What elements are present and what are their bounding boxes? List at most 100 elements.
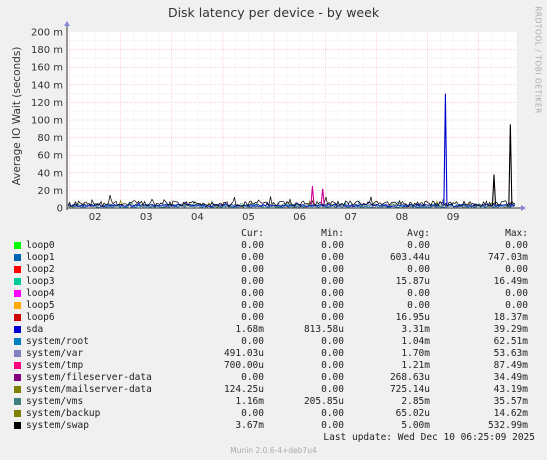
y-tick-label: 60 m (37, 151, 63, 162)
series-spike (310, 185, 315, 205)
legend-cur: 0.00 (241, 240, 264, 251)
legend-avg: 16.95u (395, 312, 430, 323)
legend-row: loop4 0.00 0.00 0.00 0.00 (14, 288, 536, 300)
legend-row: system/fileserver-data 0.00 0.00 268.63u 34.… (14, 372, 536, 384)
series-spike (320, 188, 325, 205)
legend-avg: 2.85m (401, 396, 430, 407)
y-tick-label: 140 m (31, 80, 63, 91)
legend-max: 34.49m (493, 372, 528, 383)
legend-min: 0.00 (321, 312, 344, 323)
legend-cur: 124.25u (223, 384, 264, 395)
munin-version: Munin 2.0.6-4+deb7u4 (230, 446, 317, 455)
legend-avg: 0.00 (407, 288, 430, 299)
legend-row: loop5 0.00 0.00 0.00 0.00 (14, 300, 536, 312)
legend-max: 53.63m (493, 348, 528, 359)
legend-swatch (14, 410, 21, 417)
legend-swatch (14, 350, 21, 357)
legend-avg: 1.21m (401, 360, 430, 371)
legend-name: system/root (26, 336, 89, 347)
legend-max: 0.00 (505, 300, 528, 311)
legend-name: loop4 (26, 288, 55, 299)
legend-swatch (14, 362, 21, 369)
legend-max: 0.00 (505, 240, 528, 251)
legend-name: system/var (26, 348, 84, 359)
x-tick-label: 03 (140, 212, 153, 223)
legend-name: loop6 (26, 312, 55, 323)
y-axis-arrow (64, 21, 70, 26)
legend-row: system/mailserver-data 124.25u 0.00 725.14u… (14, 384, 536, 396)
legend-avg: 3.31m (401, 324, 430, 335)
y-tick-label: 20 m (37, 186, 63, 197)
legend-cur: 700.00u (223, 360, 264, 371)
legend-name: loop2 (26, 264, 55, 275)
x-axis-arrow (521, 205, 526, 211)
legend-max: 18.37m (493, 312, 528, 323)
legend-avg: 15.87u (395, 276, 430, 287)
legend-swatch (14, 242, 21, 249)
series-spike (443, 93, 448, 205)
legend-name: system/tmp (26, 360, 84, 371)
legend-name: system/swap (26, 420, 89, 431)
legend-swatch (14, 338, 21, 345)
legend-min: 0.00 (321, 276, 344, 287)
legend-avg: 0.00 (407, 240, 430, 251)
legend-max: 747.03m (487, 252, 528, 263)
header-min: Min: (321, 228, 344, 239)
legend-cur: 0.00 (241, 336, 264, 347)
legend-row: sda 1.68m 813.58u 3.31m 39.29m (14, 324, 536, 336)
legend-row: loop0 0.00 0.00 0.00 0.00 (14, 240, 536, 252)
legend-avg: 725.14u (389, 384, 430, 395)
legend-min: 0.00 (321, 288, 344, 299)
legend-name: system/mailserver-data (26, 384, 152, 395)
legend-max: 532.99m (487, 420, 528, 431)
header-avg: Avg: (407, 228, 430, 239)
header-max: Max: (505, 228, 528, 239)
y-tick-label: 40 m (37, 168, 63, 179)
x-tick-label: 08 (396, 212, 409, 223)
legend-swatch (14, 302, 21, 309)
legend-header: Cur: Min: Avg: Max: (14, 228, 536, 240)
legend-cur: 0.00 (241, 372, 264, 383)
last-update: Last update: Wed Dec 10 06:25:09 2025 (323, 432, 535, 443)
legend-min: 0.00 (321, 252, 344, 263)
legend-max: 16.49m (493, 276, 528, 287)
y-tick-label: 180 m (31, 45, 63, 56)
legend-name: system/backup (26, 408, 101, 419)
header-cur: Cur: (241, 228, 264, 239)
series-spike (491, 174, 497, 205)
legend-cur: 0.00 (241, 252, 264, 263)
legend-row: system/swap 3.67m 0.00 5.00m 532.99m (14, 420, 536, 432)
legend-cur: 0.00 (241, 408, 264, 419)
legend-min: 0.00 (321, 300, 344, 311)
legend-swatch (14, 278, 21, 285)
legend-row: loop6 0.00 0.00 16.95u 18.37m (14, 312, 536, 324)
legend-avg: 603.44u (389, 252, 430, 263)
legend-max: 62.51m (493, 336, 528, 347)
chart-title: Disk latency per device - by week (167, 5, 380, 20)
legend-max: 43.19m (493, 384, 528, 395)
legend-min: 0.00 (321, 240, 344, 251)
series-spike (508, 124, 513, 205)
legend-max: 14.62m (493, 408, 528, 419)
legend-min: 0.00 (321, 348, 344, 359)
legend-swatch (14, 398, 21, 405)
legend-swatch (14, 290, 21, 297)
legend-avg: 1.70m (401, 348, 430, 359)
legend-cur: 491.03u (223, 348, 264, 359)
legend-cur: 0.00 (241, 264, 264, 275)
legend-row: system/backup 0.00 0.00 65.02u 14.62m (14, 408, 536, 420)
legend-cur: 0.00 (241, 276, 264, 287)
legend-cur: 0.00 (241, 300, 264, 311)
legend-name: system/vms (26, 396, 84, 407)
legend-max: 0.00 (505, 264, 528, 275)
legend-row: system/tmp 700.00u 0.00 1.21m 87.49m (14, 360, 536, 372)
legend-avg: 268.63u (389, 372, 430, 383)
legend-table: Cur: Min: Avg: Max: loop0 0.00 0.00 0.00 0.0… (14, 228, 536, 432)
legend-swatch (14, 326, 21, 333)
y-tick-label: 120 m (31, 98, 63, 109)
legend-cur: 1.68m (235, 324, 264, 335)
legend-cur: 0.00 (241, 288, 264, 299)
legend-name: sda (26, 324, 44, 335)
legend-name: loop0 (26, 240, 55, 251)
legend-row: system/var 491.03u 0.00 1.70m 53.63m (14, 348, 536, 360)
